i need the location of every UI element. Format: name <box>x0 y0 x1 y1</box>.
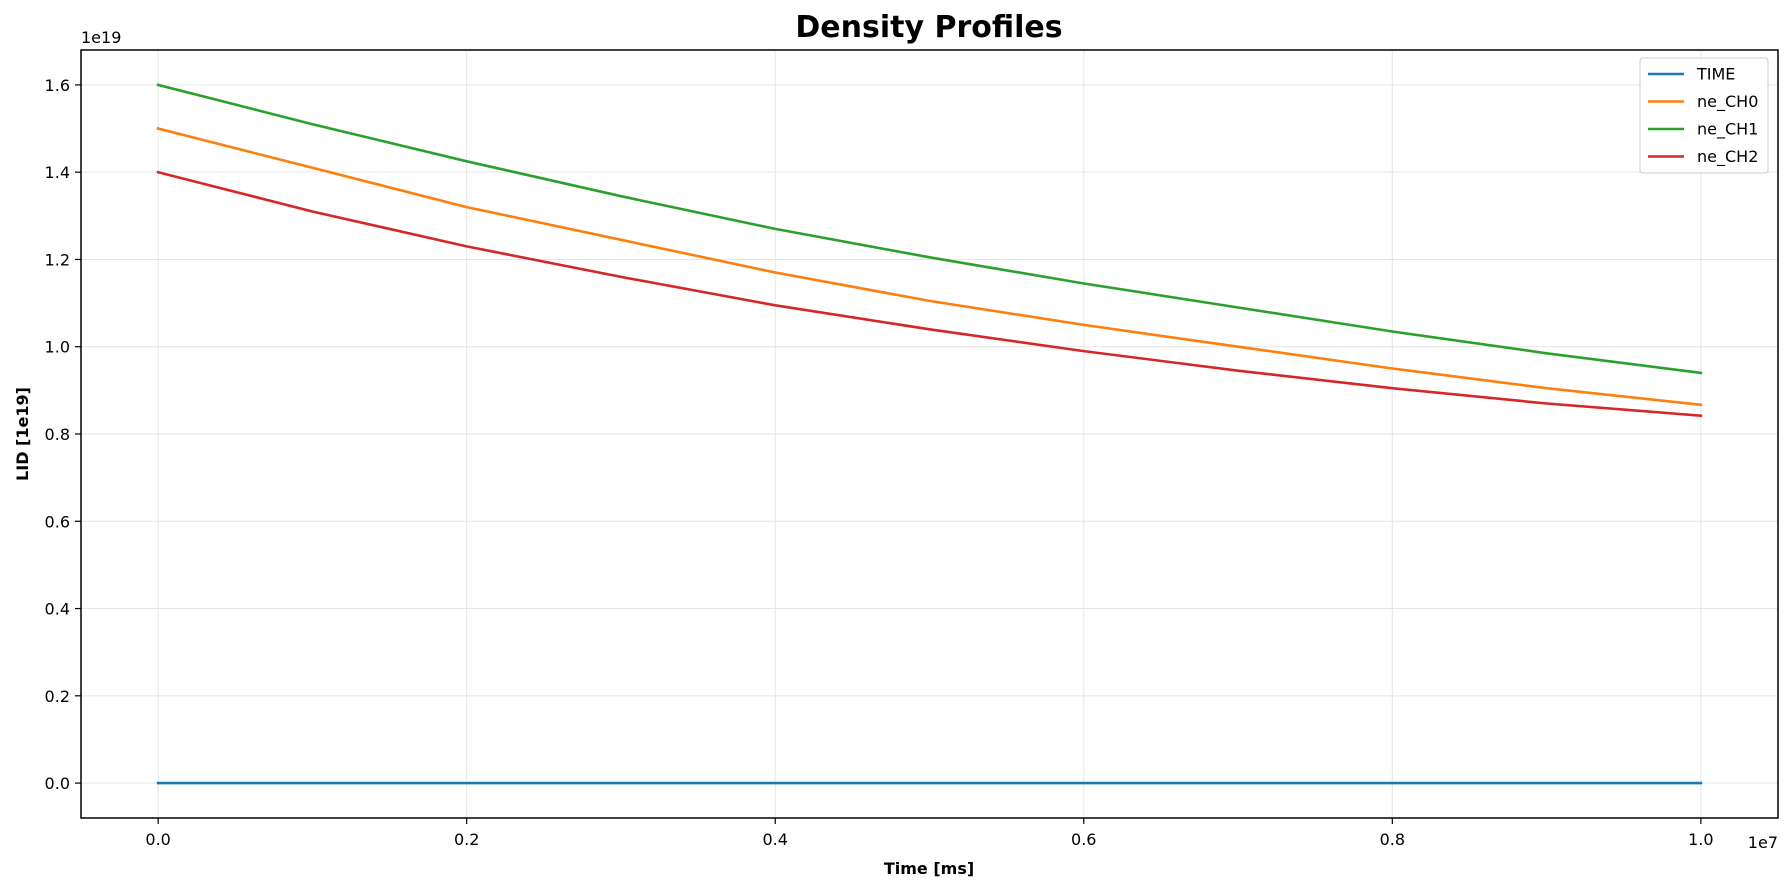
x-tick-label: 1.0 <box>1688 830 1713 849</box>
y-tick-label: 1.0 <box>45 338 70 357</box>
y-tick-label: 0.8 <box>45 425 70 444</box>
y-tick-label: 1.6 <box>45 76 70 95</box>
x-tick-label: 0.8 <box>1380 830 1405 849</box>
y-tick-label: 0.4 <box>45 600 70 619</box>
legend-label: TIME <box>1696 65 1735 84</box>
legend-frame <box>1639 57 1769 174</box>
series-lines <box>156 83 1703 785</box>
x-tick-label: 0.6 <box>1071 830 1096 849</box>
legend-label: ne_CH0 <box>1697 92 1758 112</box>
x-tick-label: 0.2 <box>454 830 479 849</box>
x-tick-label: 0.4 <box>763 830 788 849</box>
series-line-ne-ch2 <box>156 170 1703 418</box>
x-offset-label: 1e7 <box>1748 833 1778 852</box>
x-tick-label: 0.0 <box>145 830 170 849</box>
y-axis-label: LID [1e19] <box>13 387 32 481</box>
legend-label: ne_CH1 <box>1697 120 1758 140</box>
y-tick-label: 0.0 <box>45 774 70 793</box>
legend: TIME ne_CH0 ne_CH1 ne_CH2 <box>1639 57 1769 174</box>
series-line-ne-ch1 <box>156 83 1703 375</box>
y-tick-label: 1.2 <box>45 250 70 269</box>
grid <box>81 50 1778 818</box>
chart-title: Density Profiles <box>795 10 1062 45</box>
ticks: 0.0 0.2 0.4 0.6 0.8 1.0 0.0 0.2 0.4 0.6 0.8 1.0 1.2 1… <box>45 76 1714 849</box>
legend-label: ne_CH2 <box>1697 147 1758 167</box>
series-line-ne-ch0 <box>156 126 1703 407</box>
y-tick-label: 0.6 <box>45 512 70 531</box>
y-offset-label: 1e19 <box>81 28 121 47</box>
x-axis-label: Time [ms] <box>884 859 974 878</box>
y-tick-label: 1.4 <box>45 163 70 182</box>
y-tick-label: 0.2 <box>45 687 70 706</box>
